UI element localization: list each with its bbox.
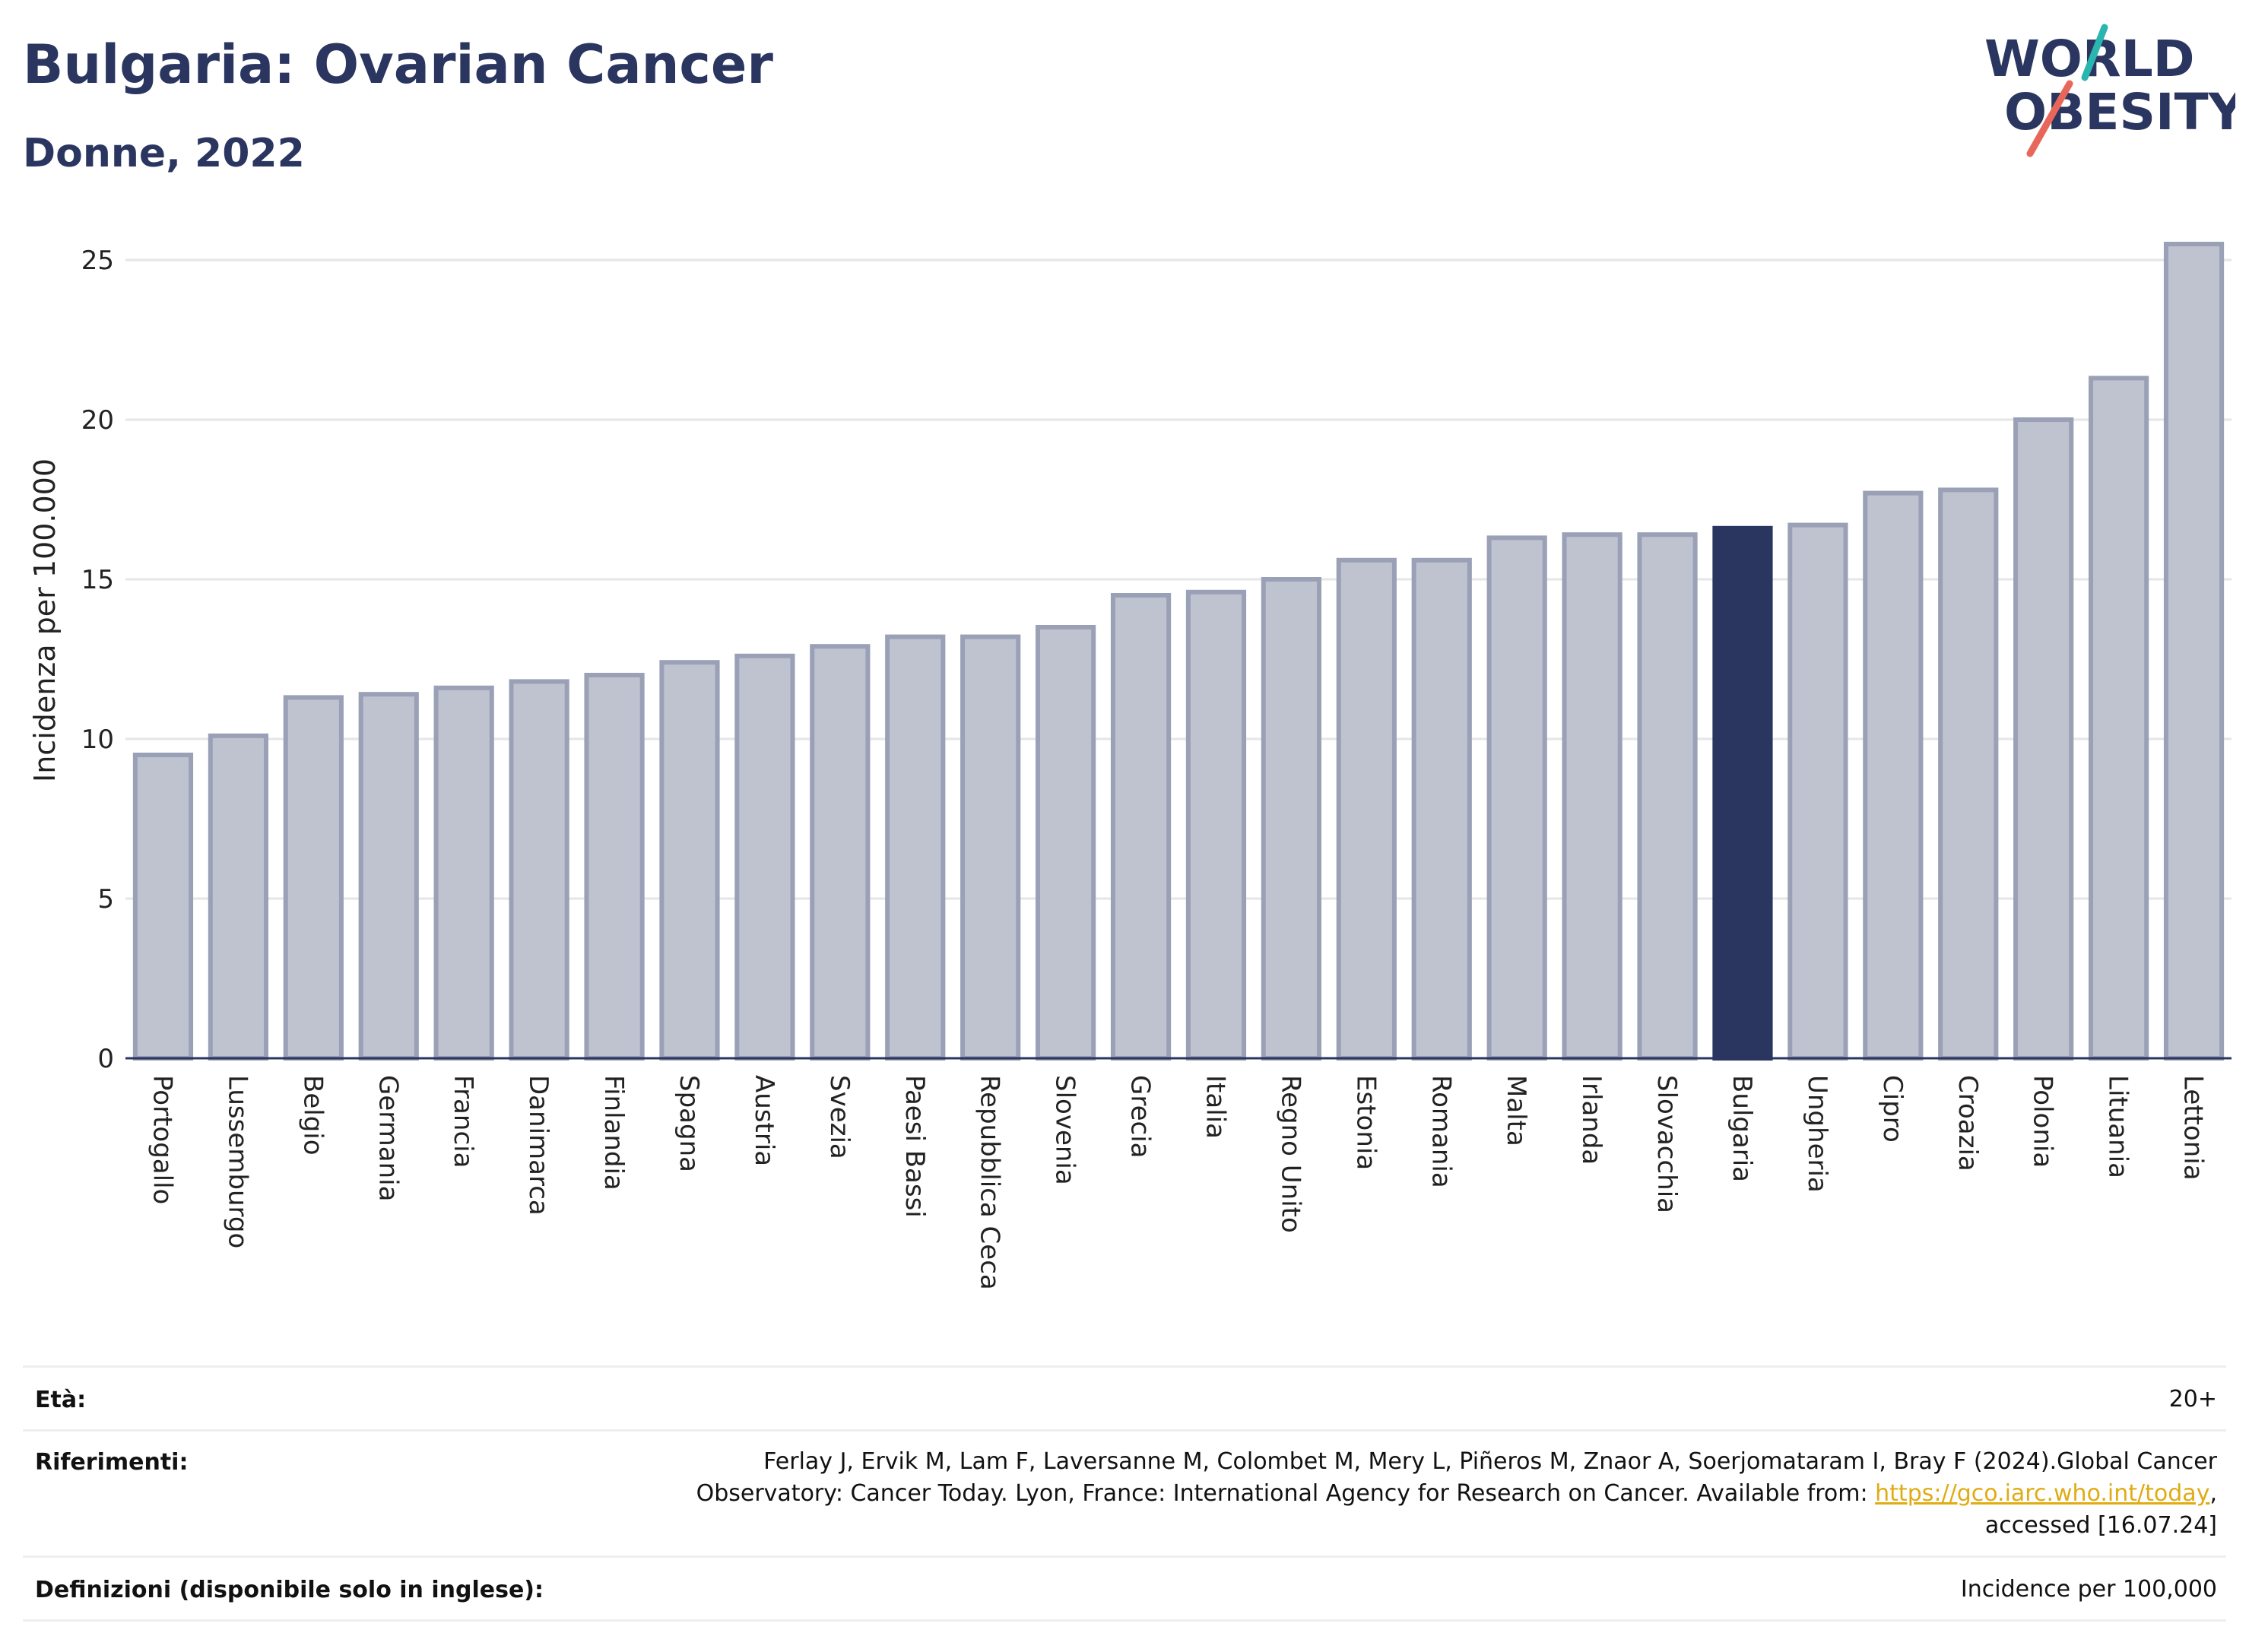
references-row: Riferimenti: Ferlay J, Ervik M, Lam F, L… <box>23 1432 2226 1554</box>
bar-paesi-bassi <box>885 634 946 1061</box>
x-tick-label: Romania <box>1426 1075 1456 1188</box>
y-axis-title: Incidenza per 100.000 <box>28 458 62 782</box>
definitions-label: Definizioni (disponibile solo in inglese… <box>35 1577 544 1603</box>
bar-repubblica-ceca <box>960 634 1021 1061</box>
bar-slovenia <box>1036 625 1096 1061</box>
bar-lussemburgo <box>208 733 268 1061</box>
logo-slash-teal <box>2081 24 2108 81</box>
x-tick-label: Germania <box>373 1075 403 1201</box>
references-line3: accessed [16.07.24] <box>1984 1512 2217 1539</box>
chart-subtitle: Donne, 2022 <box>23 131 305 176</box>
definitions-value: Incidence per 100,000 <box>1960 1576 2217 1603</box>
bar-germania <box>358 692 419 1061</box>
bar-austria <box>734 653 795 1061</box>
x-tick-label: Repubblica Ceca <box>975 1075 1005 1290</box>
references-line2: Observatory: Cancer Today. Lyon, France:… <box>696 1480 2217 1507</box>
divider <box>23 1365 2226 1368</box>
bar-ungheria <box>1787 522 1848 1061</box>
x-tick-label: Malta <box>1501 1075 1531 1146</box>
x-tick-label: Polonia <box>2028 1075 2058 1168</box>
x-tick-label: Belgio <box>297 1075 328 1156</box>
bar-italia <box>1185 589 1247 1061</box>
bars <box>132 242 2225 1061</box>
x-tick-label: Francia <box>448 1075 478 1168</box>
y-tick-label: 10 <box>81 725 114 755</box>
age-label: Età: <box>35 1387 87 1413</box>
x-tick-label: Ungheria <box>1802 1075 1832 1193</box>
x-tick-label: Svezia <box>824 1075 855 1159</box>
bar-portogallo <box>132 753 194 1061</box>
bar-cipro <box>1863 490 1924 1061</box>
x-tick-label: Regno Unito <box>1275 1075 1305 1233</box>
bar-lettonia <box>2163 242 2225 1061</box>
y-tick-label: 20 <box>81 405 114 436</box>
bar-romania <box>1411 557 1472 1061</box>
y-tick-label: 15 <box>81 565 114 595</box>
bar-regno-unito <box>1261 577 1321 1061</box>
chart-title: Bulgaria: Ovarian Cancer <box>23 33 773 96</box>
x-tick-label: Portogallo <box>147 1075 177 1204</box>
x-tick-label: Lettonia <box>2178 1075 2209 1181</box>
x-axis-ticks: Portogallo Lussemburgo Belgio Germania Franc… <box>147 1075 2208 1290</box>
x-tick-label: Italia <box>1200 1075 1230 1139</box>
x-tick-label: Cipro <box>1877 1075 1908 1143</box>
references-link[interactable]: https://gco.iarc.who.int/today <box>1875 1480 2210 1507</box>
divider <box>23 1429 2226 1432</box>
bar-irlanda <box>1562 532 1623 1061</box>
x-tick-label: Finlandia <box>598 1075 629 1191</box>
x-tick-label: Irlanda <box>1576 1075 1607 1165</box>
x-tick-label: Paesi Bassi <box>899 1075 930 1218</box>
x-tick-label: Bulgaria <box>1727 1075 1757 1182</box>
bar-polonia <box>2013 417 2074 1061</box>
x-tick-label: Danimarca <box>523 1075 554 1216</box>
references-label: Riferimenti: <box>35 1449 189 1476</box>
definitions-row: Definizioni (disponibile solo in inglese… <box>23 1558 2226 1619</box>
y-tick-label: 25 <box>81 246 114 276</box>
age-row: Età: 20+ <box>23 1368 2226 1429</box>
bar-svezia <box>810 644 871 1061</box>
x-tick-label: Slovacchia <box>1651 1075 1682 1213</box>
bar-estonia <box>1336 557 1397 1061</box>
references-line1: Ferlay J, Ervik M, Lam F, Laversanne M, … <box>763 1448 2217 1475</box>
divider <box>23 1555 2226 1558</box>
y-tick-label: 0 <box>97 1044 114 1074</box>
x-tick-label: Austria <box>749 1075 779 1166</box>
age-value: 20+ <box>2168 1386 2217 1413</box>
bar-bulgaria <box>1712 525 1773 1061</box>
bar-finlandia <box>584 673 645 1061</box>
bar-slovacchia <box>1637 532 1698 1061</box>
bar-croazia <box>1938 487 1999 1061</box>
x-tick-label: Lituania <box>2103 1075 2133 1178</box>
x-tick-label: Croazia <box>1952 1075 1983 1172</box>
bar-belgio <box>283 695 344 1061</box>
bar-lituania <box>2089 376 2149 1061</box>
bar-grecia <box>1110 593 1172 1061</box>
world-obesity-logo: WORLD OBESITY <box>1984 24 2235 157</box>
y-axis-ticks: 0 5 10 15 20 25 <box>81 246 114 1074</box>
logo-slash-red <box>2026 80 2073 157</box>
bar-chart: 0 5 10 15 20 25 Portogallo Lussemburgo Belgio Ge… <box>28 242 2232 1290</box>
bar-spagna <box>659 660 720 1061</box>
x-tick-label: Lussemburgo <box>222 1075 252 1248</box>
references-text: Ferlay J, Ervik M, Lam F, Laversanne M, … <box>696 1446 2217 1542</box>
divider <box>23 1619 2226 1622</box>
x-tick-label: Slovenia <box>1050 1075 1080 1185</box>
bar-malta <box>1486 535 1547 1061</box>
x-tick-label: Spagna <box>674 1075 704 1172</box>
x-tick-label: Grecia <box>1125 1075 1156 1158</box>
x-tick-label: Estonia <box>1350 1075 1381 1170</box>
y-tick-label: 5 <box>97 884 114 915</box>
bar-francia <box>433 685 494 1061</box>
bar-danimarca <box>509 679 569 1061</box>
